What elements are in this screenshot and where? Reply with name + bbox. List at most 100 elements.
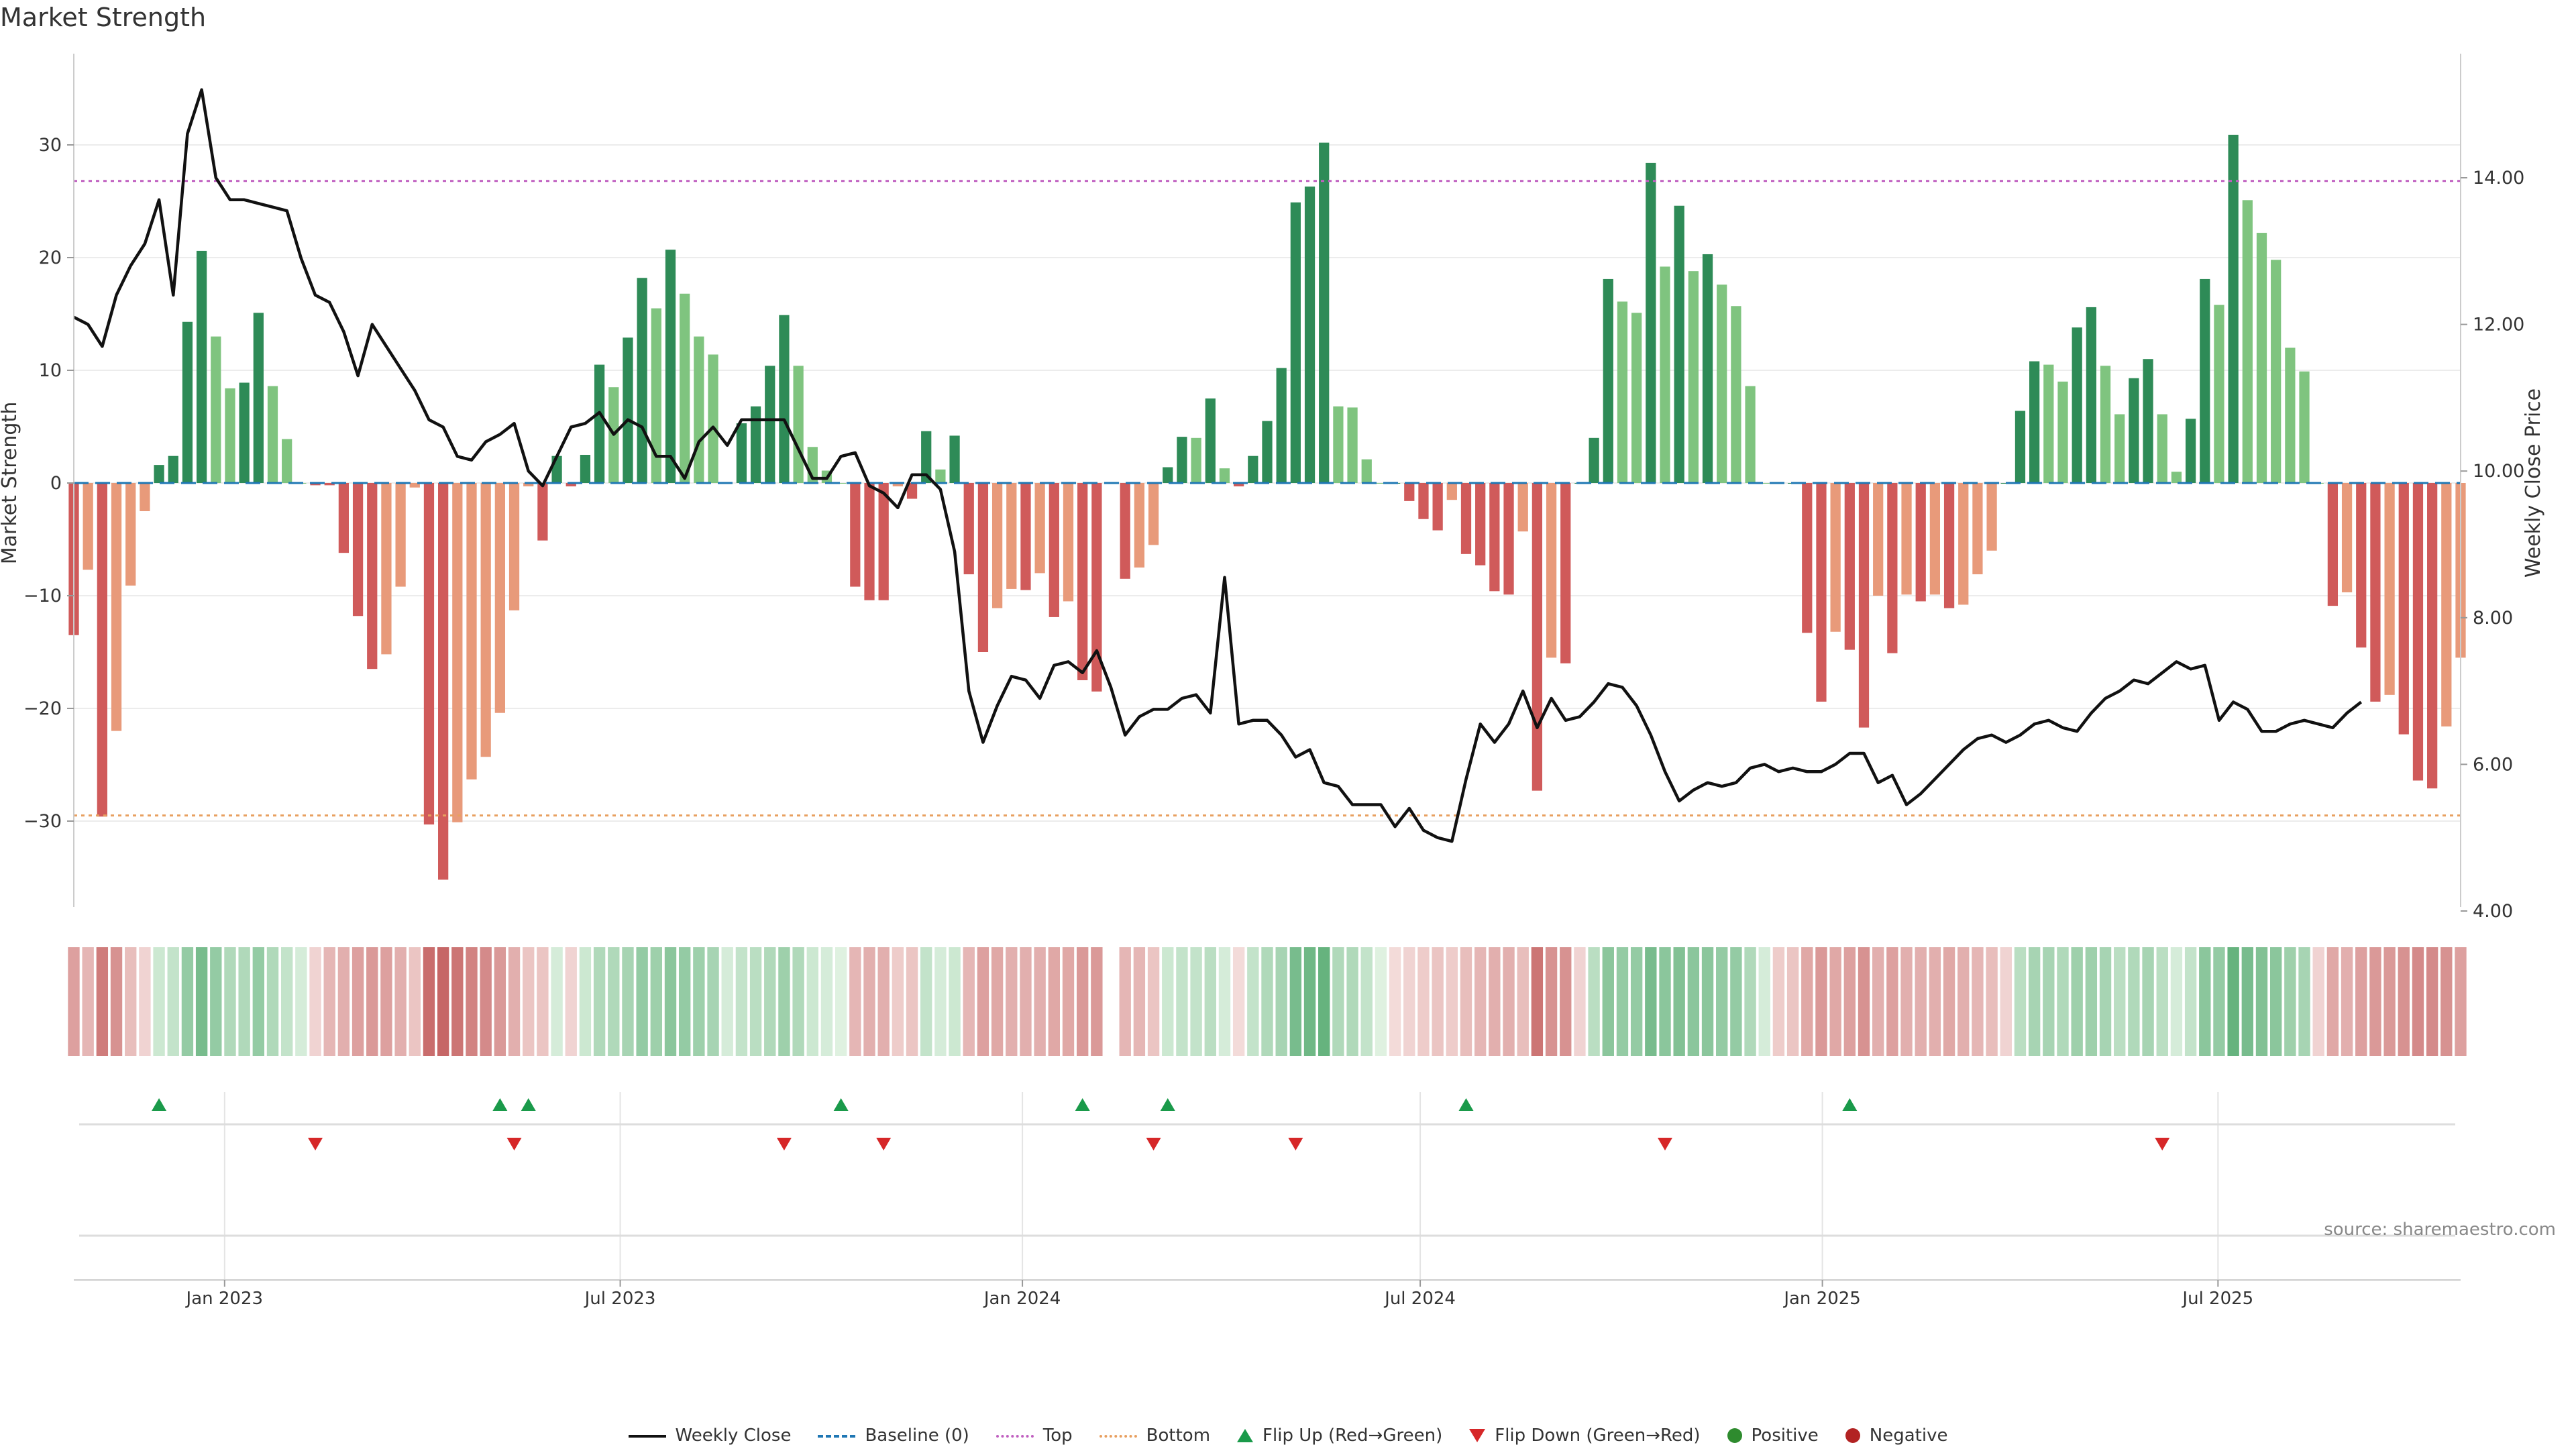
strength-bar [1432,483,1443,531]
heat-cell [181,947,194,1056]
heat-cell [636,947,648,1056]
strength-bar [1759,483,1770,484]
strength-bar [1375,483,1387,484]
strength-bar [211,336,221,483]
legend-item: Negative [1845,1426,1947,1446]
strength-bar [2015,411,2026,483]
strength-bar [1063,483,1074,602]
strength-bar [409,483,420,488]
heat-cell [622,947,634,1056]
y-tick-label: −30 [23,811,62,832]
heat-cell [778,947,790,1056]
strength-bar [154,465,164,483]
y2-tick-label: 8.00 [2473,608,2513,629]
line-dashed-icon [818,1429,856,1442]
heat-cell [1929,947,1941,1056]
heat-cell [266,947,279,1056]
heat-cell [593,947,606,1056]
heat-cell [96,947,109,1056]
heat-cell [82,947,94,1056]
heat-cell [565,947,577,1056]
axes: −30 −20 −10 0 10 20 30 Market Strength 4.00 6.00 8… [0,54,2545,922]
strength-bar [736,423,747,483]
heat-cell [1659,947,1671,1056]
heat-cell [1204,947,1216,1056]
heat-cell [1218,947,1231,1056]
strength-bar [1077,483,1088,680]
strength-bar [2143,359,2153,483]
heat-cell [892,947,904,1056]
strength-bar [779,315,790,483]
heat-cell [167,947,179,1056]
strength-bar [83,483,93,570]
strength-bar [2043,364,2054,483]
strength-bar [2412,483,2424,781]
strength-bar [395,483,406,587]
strength-bar [921,431,932,483]
heat-cell [1602,947,1614,1056]
strength-bar [1929,483,1941,595]
y2-tick-label: 12.00 [2473,315,2524,335]
strength-bar [1717,284,1727,483]
heat-cell [2128,947,2140,1056]
strength-bar [480,483,491,757]
heat-cell [693,947,705,1056]
strength-bar [1958,483,1969,605]
strength-bar [1177,437,1187,483]
heat-cell [835,947,847,1056]
heat-cell [1417,947,1430,1056]
heat-cell [480,947,492,1056]
triangle-up-icon [1237,1429,1254,1442]
strength-bar [750,406,761,483]
strength-bar [1873,483,1884,596]
y-tick-label: −10 [23,586,62,606]
heat-cell [508,947,521,1056]
strength-bar [1532,483,1543,791]
heat-cell [1162,947,1174,1056]
y-tick-label: 20 [39,248,62,268]
strength-bar [2242,200,2253,483]
heat-cell [1730,947,1742,1056]
strength-bar [1901,483,1912,595]
heat-cell [437,947,449,1056]
heat-cell [1318,947,1330,1056]
strength-bar [140,483,150,511]
flip-down-marker [1146,1138,1161,1150]
heat-cell [1303,947,1316,1056]
strength-bar [2299,371,2310,483]
heat-cell [2227,947,2239,1056]
strength-bar [1887,483,1898,653]
strength-bar [1731,306,1741,483]
y-tick-label: −20 [23,698,62,719]
strength-bar [338,483,350,553]
legend-label: Weekly Close [675,1426,792,1446]
legend-label: Flip Up (Red→Green) [1263,1426,1443,1446]
heat-cell [1815,947,1827,1056]
heat-cell [2284,947,2296,1056]
strength-bar [906,483,918,499]
heat-cell [920,947,932,1056]
strength-bar [1262,421,1273,483]
heat-cell [2312,947,2324,1056]
heat-cell [820,947,833,1056]
heat-cell [1247,947,1259,1056]
y-axis-label: Market Strength [0,402,21,564]
strength-bar [1517,483,1528,532]
heat-cell [2099,947,2112,1056]
strength-bar [1290,202,1301,483]
strength-bar [253,313,264,483]
heat-cell [1531,947,1544,1056]
x-tick-label: Jan 2025 [1782,1289,1861,1309]
heat-cell [1133,947,1146,1056]
strength-bar [2285,347,2296,483]
strength-bar [381,483,392,655]
strength-bar [1646,162,1656,483]
flip-down-marker [1288,1138,1303,1150]
strength-bar [2370,483,2381,702]
heat-cell [2142,947,2154,1056]
heat-cell [1232,947,1245,1056]
heat-cell [2383,947,2396,1056]
strength-bar [2356,483,2367,648]
heat-cell [380,947,392,1056]
strength-bar [1460,483,1472,554]
